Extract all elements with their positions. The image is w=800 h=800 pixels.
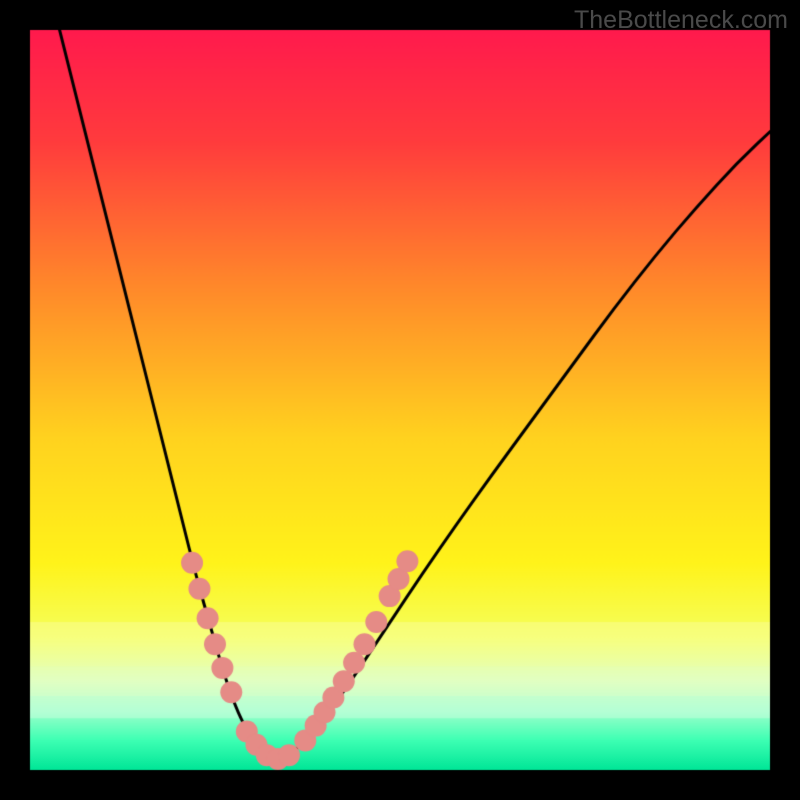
bottleneck-chart-canvas <box>0 0 800 800</box>
watermark-text: TheBottleneck.com <box>574 6 788 35</box>
chart-stage: TheBottleneck.com <box>0 0 800 800</box>
